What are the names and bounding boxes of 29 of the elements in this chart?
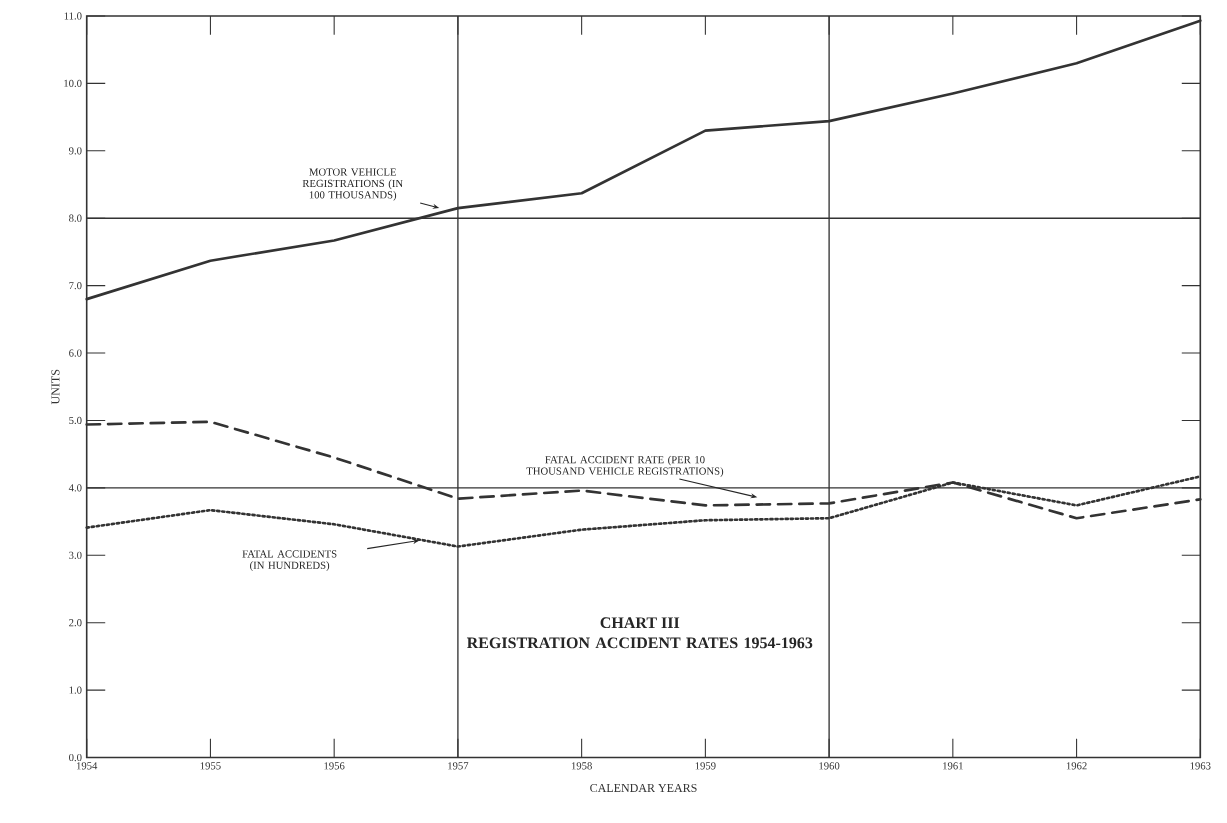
y-tick-label: 11.0 bbox=[64, 12, 82, 20]
x-tick-label: 1954 bbox=[76, 762, 98, 770]
y-tick-label: 4.0 bbox=[68, 484, 82, 492]
x-axis-title: CALENDAR YEARS bbox=[590, 783, 697, 793]
x-tick-label: 1959 bbox=[695, 762, 716, 770]
y-tick-label: 2.0 bbox=[69, 619, 82, 627]
text: REGISTRATION ACCIDENT RATES 1954-1963 bbox=[466, 637, 813, 649]
x-tick-label: 1960 bbox=[819, 762, 840, 770]
y-tick-label: 5.0 bbox=[69, 416, 82, 425]
series-label: MOTOR VEHICLE REGISTRATIONS (IN 100 THOUSANDS) bbox=[302, 168, 403, 201]
y-tick-label: 6.0 bbox=[69, 349, 82, 357]
x-tick-label: 1957 bbox=[448, 762, 469, 770]
series-label: FATAL ACCIDENT RATE (PER 10 THOUSAND VEHICLE REGISTRATIONS) bbox=[526, 455, 724, 477]
y-tick-label: 7.0 bbox=[69, 282, 82, 290]
y-tick-label: 0.0 bbox=[69, 753, 82, 762]
x-tick-label: 1958 bbox=[571, 762, 592, 770]
x-tick-label: 1962 bbox=[1066, 762, 1087, 770]
x-tick-label: 1963 bbox=[1190, 762, 1211, 770]
y-tick-label: 8.0 bbox=[69, 214, 82, 222]
y-tick-label: 10.0 bbox=[64, 79, 82, 88]
text: FATAL ACCIDENTS (IN HUNDREDS) bbox=[242, 550, 337, 572]
y-tick-label: 1.0 bbox=[69, 686, 82, 694]
text: CHART III bbox=[600, 617, 680, 629]
y-tick-label: 9.0 bbox=[68, 147, 82, 155]
x-tick-label: 1955 bbox=[200, 762, 221, 770]
x-tick-label: 1961 bbox=[943, 762, 963, 770]
y-axis-title: UNITS bbox=[51, 369, 60, 405]
x-tick-label: 1956 bbox=[324, 762, 345, 770]
y-tick-label: 3.0 bbox=[69, 551, 82, 559]
